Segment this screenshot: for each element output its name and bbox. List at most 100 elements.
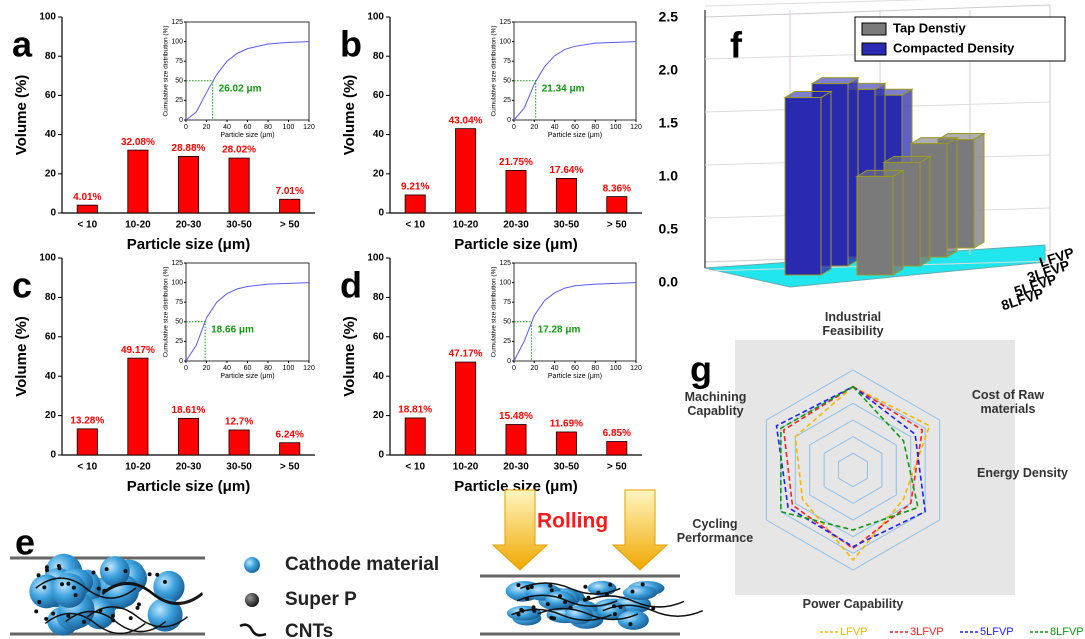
y-tick-label: 60 bbox=[373, 90, 385, 101]
y-axis-title: Volume (%) bbox=[13, 316, 30, 397]
bar-side bbox=[893, 170, 903, 275]
super-p bbox=[612, 604, 616, 608]
inset-y-tick-label: 50 bbox=[503, 78, 511, 85]
super-p bbox=[74, 593, 78, 597]
x-axis-title: Particle size (μm) bbox=[127, 478, 250, 495]
y-tick-label: 20 bbox=[45, 410, 57, 421]
y-tick-label: 100 bbox=[367, 12, 384, 23]
legend-label: 3LFVP bbox=[910, 626, 944, 638]
value-label: 6.85% bbox=[603, 428, 631, 439]
x-tick-label: < 10 bbox=[405, 220, 425, 231]
super-p bbox=[102, 589, 106, 593]
super-p bbox=[628, 622, 632, 626]
super-p bbox=[44, 617, 48, 621]
x-tick-label: 20-30 bbox=[503, 462, 529, 473]
axis-label: Machining Capablity bbox=[668, 390, 763, 418]
panel-label: d bbox=[340, 265, 362, 306]
legend-label: LFVP bbox=[840, 626, 868, 638]
inset-x-tick-label: 20 bbox=[530, 124, 538, 131]
axis-label: Power Capability bbox=[793, 597, 913, 611]
inset-y-title: Cumulative size distribution (%) bbox=[491, 25, 498, 116]
super-p bbox=[596, 591, 600, 595]
y-tick-label: 0.0 bbox=[659, 274, 679, 290]
inset-x-tick-label: 0 bbox=[512, 124, 516, 131]
x-tick-label: 10-20 bbox=[453, 220, 479, 231]
y-axis-title: Volume (%) bbox=[341, 316, 358, 397]
axis-label: Cycling Performance bbox=[670, 517, 760, 545]
inset-x-tick-label: 0 bbox=[184, 124, 188, 131]
cumulative-curve bbox=[514, 283, 636, 361]
panel-label: f bbox=[730, 25, 743, 66]
legend-swatch bbox=[862, 23, 886, 35]
super-p bbox=[605, 593, 609, 597]
inset-x-tick-label: 80 bbox=[264, 365, 272, 372]
value-label: 18.61% bbox=[172, 405, 206, 416]
legend-text: Cathode material bbox=[285, 554, 439, 575]
legend-dot bbox=[245, 593, 259, 607]
super-p bbox=[525, 597, 529, 601]
inset-y-tick-label: 100 bbox=[171, 279, 183, 286]
y-tick-label: 1.0 bbox=[659, 168, 679, 184]
value-label: 11.69% bbox=[550, 419, 583, 430]
x-tick-label: 30-50 bbox=[226, 220, 252, 231]
value-label: 43.04% bbox=[449, 115, 483, 126]
bar bbox=[178, 156, 198, 213]
x-tick-label: 30-50 bbox=[226, 462, 252, 473]
x-tick-label: 20-30 bbox=[503, 220, 529, 231]
super-p bbox=[651, 606, 655, 610]
super-p bbox=[619, 605, 623, 609]
inset-x-tick-label: 100 bbox=[610, 365, 622, 372]
inset-frame bbox=[514, 22, 636, 120]
y-tick-label: 80 bbox=[373, 51, 385, 62]
axis-label: Energy Density bbox=[960, 466, 1085, 480]
bar-3d bbox=[857, 170, 903, 275]
panel-label: c bbox=[12, 265, 32, 306]
legend-sphere bbox=[244, 557, 260, 573]
cathode-particle bbox=[618, 610, 649, 629]
super-p bbox=[530, 585, 534, 589]
value-label: 28.88% bbox=[172, 143, 206, 154]
bar bbox=[405, 195, 425, 213]
y-tick-label: 80 bbox=[45, 51, 57, 62]
bar bbox=[506, 170, 526, 213]
bar-side bbox=[920, 156, 930, 266]
super-p bbox=[521, 609, 525, 613]
inset-y-tick-label: 25 bbox=[175, 97, 183, 104]
cathode-particle bbox=[623, 586, 658, 600]
panel-label: g bbox=[690, 349, 712, 390]
y-tick-label: 2.0 bbox=[659, 62, 679, 78]
d50-guide bbox=[514, 81, 536, 120]
y-tick-label: 20 bbox=[373, 410, 385, 421]
bar bbox=[607, 197, 627, 213]
y-tick-label: 40 bbox=[373, 129, 385, 140]
bar bbox=[506, 425, 526, 455]
panel-label: e bbox=[15, 522, 35, 563]
super-p bbox=[123, 569, 127, 573]
super-p bbox=[155, 573, 159, 577]
super-p bbox=[111, 618, 115, 622]
inset-y-tick-label: 125 bbox=[171, 19, 183, 26]
inset-x-title: Particle size (μm) bbox=[220, 373, 274, 380]
inset-y-tick-label: 75 bbox=[175, 299, 183, 306]
bar bbox=[128, 150, 148, 213]
inset-y-title: Cumulative size distribution (%) bbox=[163, 25, 170, 116]
x-tick-label: 30-50 bbox=[554, 462, 580, 473]
bar bbox=[229, 430, 249, 455]
y-tick-label: 20 bbox=[373, 168, 385, 179]
inset-y-tick-label: 100 bbox=[499, 38, 511, 45]
super-p bbox=[91, 571, 95, 575]
super-p bbox=[66, 614, 70, 618]
super-p bbox=[45, 568, 49, 572]
value-label: 9.21% bbox=[401, 182, 429, 193]
super-p bbox=[57, 564, 61, 568]
inset-y-tick-label: 25 bbox=[503, 97, 511, 104]
y-tick-label: 2.5 bbox=[659, 9, 679, 25]
d50-guide bbox=[186, 81, 213, 120]
super-p bbox=[517, 612, 521, 616]
super-p bbox=[111, 614, 115, 618]
x-tick-label: > 50 bbox=[280, 220, 300, 231]
super-p bbox=[136, 606, 140, 610]
inset-x-tick-label: 20 bbox=[203, 124, 211, 131]
d50-label: 26.02 μm bbox=[219, 83, 262, 94]
y-axis-title: Volume (%) bbox=[341, 75, 358, 156]
